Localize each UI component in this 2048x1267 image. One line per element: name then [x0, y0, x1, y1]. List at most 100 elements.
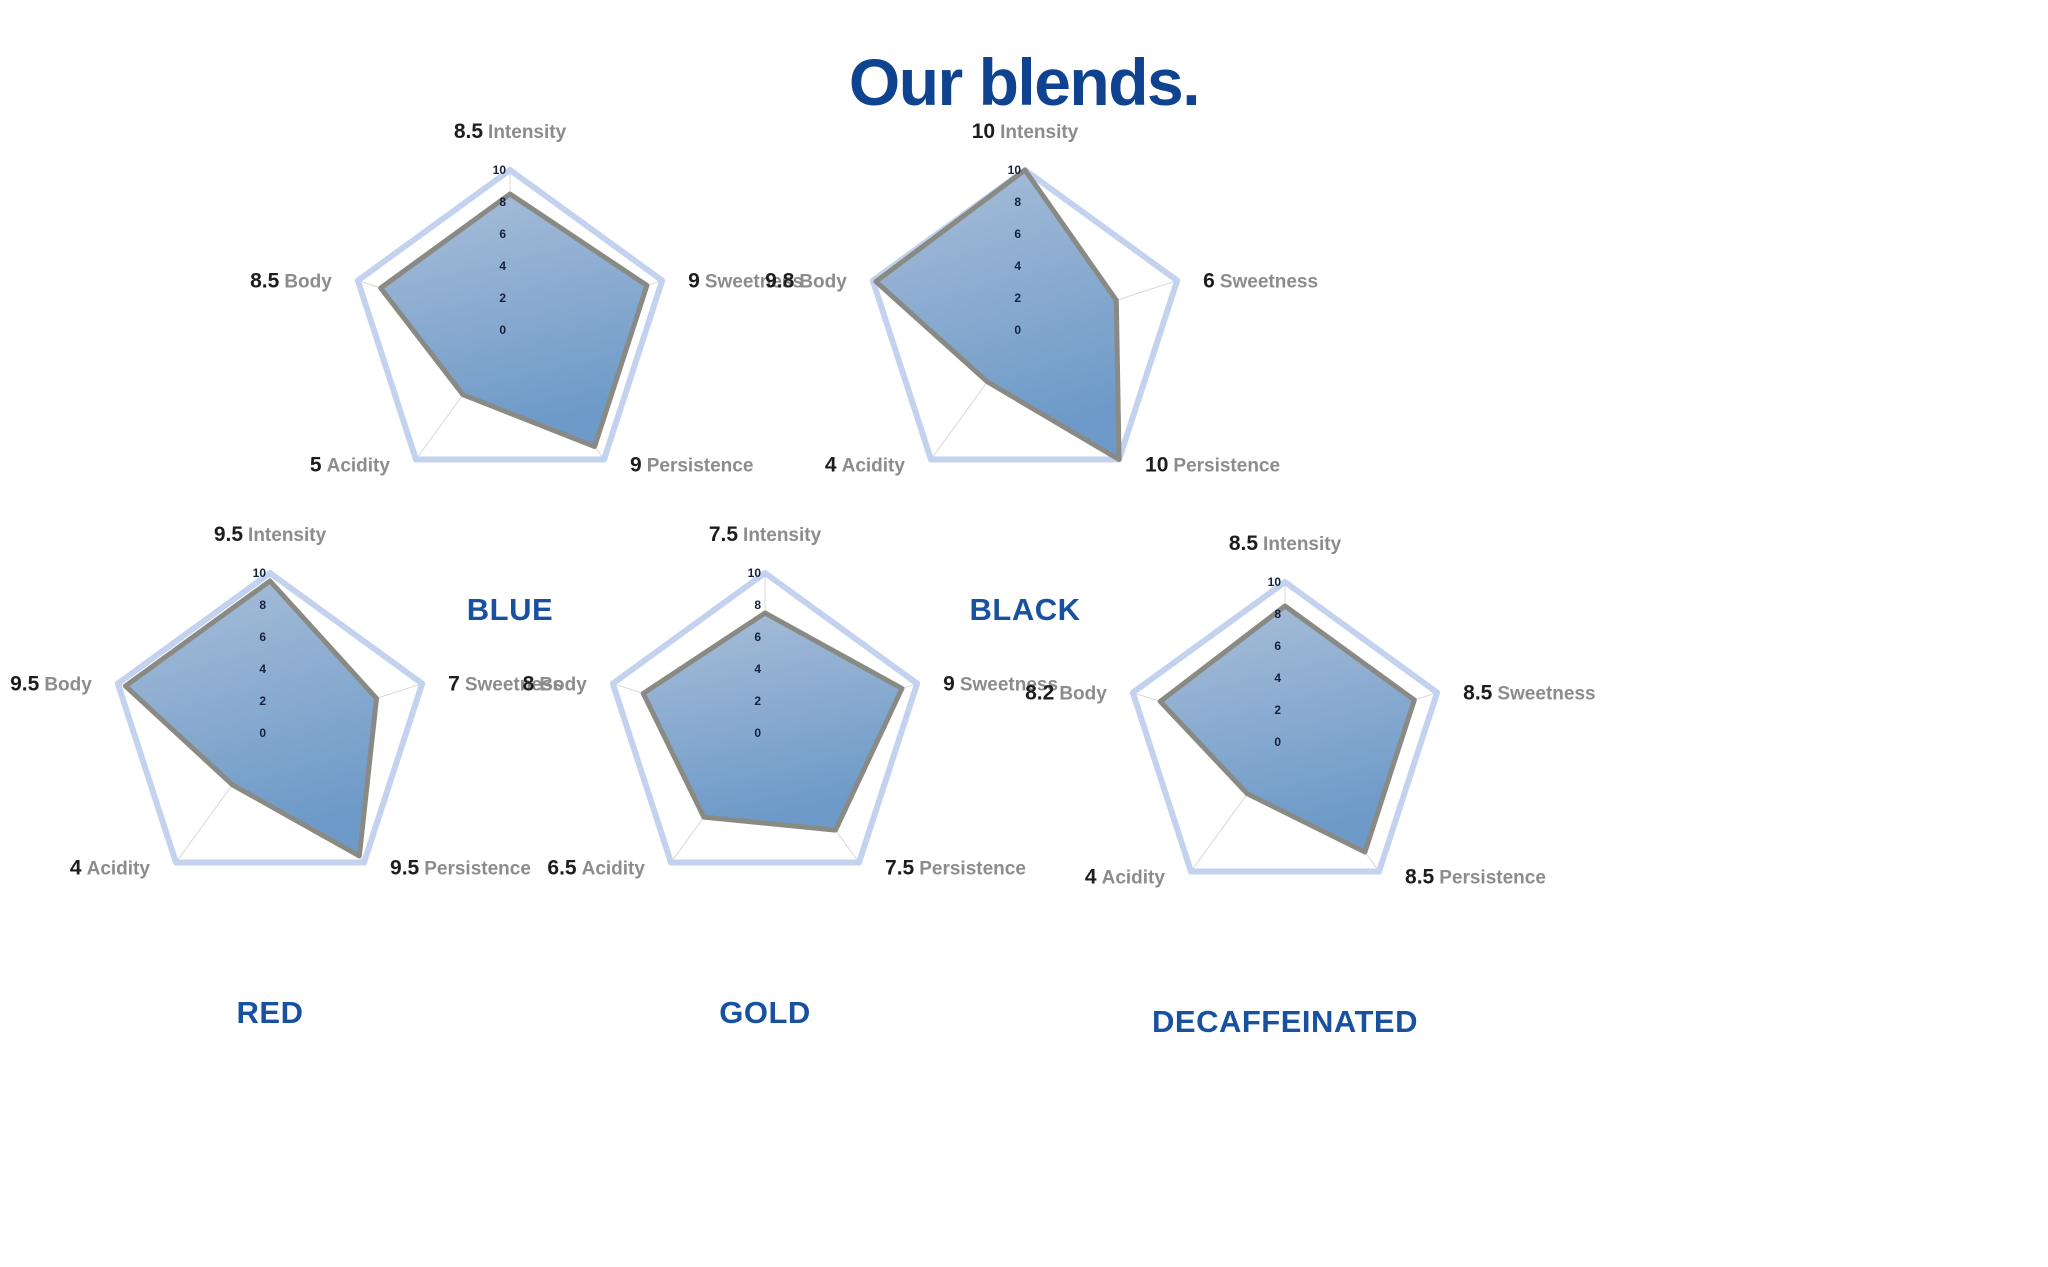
radar-svg [114, 570, 426, 866]
radar-svg [354, 167, 666, 463]
axis-label-sweetness: 8.5 Sweetness [1463, 682, 1595, 703]
radar-data-polygon [1157, 603, 1417, 855]
radar-plot-area: 10 8 6 4 2 0 8.5 Intensity 9 Sweetness 9 Persistenc… [230, 121, 803, 580]
radar-plot-area: 10 8 6 4 2 0 7.5 Intensity 9 Sweetness 7.5 Persiste… [485, 524, 1058, 983]
radar-svg [1129, 579, 1441, 875]
axis-value-intensity: 9.5 [213, 523, 244, 546]
radial-tick-label: 10 [1267, 575, 1281, 589]
axis-name-sweetness: Sweetness [1219, 271, 1319, 293]
axis-name-intensity: Intensity [1000, 122, 1079, 143]
axis-label-body: 9.5 Body [10, 673, 92, 694]
axis-value-acidity: 4 [69, 856, 82, 880]
axis-label-intensity: 10 Intensity [972, 121, 1078, 142]
radial-tick-label: 0 [499, 323, 506, 337]
axis-name-intensity: Intensity [743, 525, 822, 546]
axis-label-body: 8 Body [523, 673, 587, 694]
axis-value-acidity: 4 [1084, 865, 1097, 889]
radar-data-polygon [640, 610, 905, 833]
axis-label-acidity: 4 Acidity [1085, 867, 1165, 888]
radar-outer-ring [609, 570, 921, 866]
radial-tick-label: 8 [754, 598, 761, 612]
axis-label-persistence: 9 Persistence [630, 455, 753, 476]
axis-name-acidity: Acidity [326, 455, 390, 477]
axis-value-body: 9.5 [10, 672, 40, 696]
axis-name-intensity: Intensity [488, 122, 567, 143]
axis-label-body: 8.2 Body [1025, 682, 1107, 703]
axis-value-body: 8 [522, 672, 535, 696]
axis-name-persistence: Persistence [424, 858, 531, 880]
axis-value-persistence: 9.5 [390, 856, 420, 880]
axis-name-intensity: Intensity [1263, 534, 1342, 555]
radar-data-polygon [873, 167, 1122, 462]
blend-name-blue: BLUE [466, 592, 554, 627]
axis-label-sweetness: 7 Sweetness [448, 673, 563, 694]
axis-value-persistence: 10 [1145, 453, 1169, 477]
axis-value-sweetness: 9 [943, 672, 955, 696]
blend-name-red: RED [236, 995, 304, 1030]
radar-plot-area: 10 8 6 4 2 0 9.5 Intensity 7 Sweetness 9.5 Persiste… [0, 524, 563, 983]
radar-chart-gold: 10 8 6 4 2 0 7.5 Intensity 9 Sweetness 7.5 Persiste… [485, 524, 1058, 1043]
axis-label-acidity: 6.5 Acidity [547, 858, 645, 879]
radial-tick-label: 2 [499, 291, 506, 305]
radial-tick-label: 4 [754, 662, 761, 676]
radial-tick-label: 4 [1274, 671, 1281, 685]
axis-label-persistence: 10 Persistence [1145, 455, 1280, 476]
axis-label-sweetness: 6 Sweetness [1203, 270, 1318, 291]
axis-name-body: Body [799, 271, 847, 293]
radar-chart-decaffeinated: 10 8 6 4 2 0 8.5 Intensity 8.5 Sweetness 8.5 Persis… [1005, 533, 1595, 1052]
axis-name-body: Body [44, 674, 92, 696]
axis-label-sweetness: 9 Sweetness [943, 673, 1058, 694]
page-title: Our blends. [848, 45, 1201, 119]
radial-tick-label: 0 [259, 726, 266, 740]
axis-label-persistence: 7.5 Persistence [885, 858, 1026, 879]
radar-chart-red: 10 8 6 4 2 0 9.5 Intensity 7 Sweetness 9.5 Persiste… [0, 524, 563, 1043]
axis-label-sweetness: 9 Sweetness [688, 270, 803, 291]
axis-name-persistence: Persistence [1173, 455, 1281, 477]
radial-tick-label: 4 [259, 662, 266, 676]
axis-name-persistence: Persistence [1439, 867, 1546, 889]
axis-value-acidity: 4 [824, 453, 837, 477]
radial-tick-label: 0 [1014, 323, 1021, 337]
radial-tick-label: 10 [747, 566, 761, 580]
axis-value-acidity: 6.5 [547, 856, 577, 880]
axis-name-sweetness: Sweetness [959, 674, 1059, 696]
radial-tick-label: 2 [754, 694, 761, 708]
axis-value-persistence: 8.5 [1405, 865, 1435, 889]
axis-label-persistence: 8.5 Persistence [1405, 867, 1546, 888]
axis-value-body: 8.5 [250, 269, 280, 293]
axis-label-acidity: 4 Acidity [70, 858, 150, 879]
axis-name-acidity: Acidity [841, 455, 905, 477]
radar-svg [869, 167, 1181, 463]
radial-tick-label: 8 [499, 195, 506, 209]
axis-value-intensity: 8.5 [1228, 532, 1259, 555]
axis-value-persistence: 7.5 [885, 856, 915, 880]
radial-tick-label: 6 [1014, 227, 1021, 241]
radial-tick-label: 2 [1274, 703, 1281, 717]
axis-label-acidity: 5 Acidity [310, 455, 390, 476]
axis-name-acidity: Acidity [86, 858, 150, 880]
radial-tick-label: 10 [1007, 163, 1021, 177]
axis-label-acidity: 4 Acidity [825, 455, 905, 476]
axis-name-body: Body [284, 271, 332, 293]
radar-outer-ring [114, 570, 426, 866]
axis-name-acidity: Acidity [1101, 867, 1165, 889]
radar-plot-area: 10 8 6 4 2 0 8.5 Intensity 8.5 Sweetness 8.5 Persis… [1005, 533, 1595, 992]
radar-data-polygon [378, 191, 650, 449]
axis-value-acidity: 5 [309, 453, 322, 477]
axis-name-sweetness: Sweetness [704, 271, 804, 293]
axis-name-body: Body [1059, 683, 1107, 705]
axis-label-intensity: 7.5 Intensity [709, 524, 821, 545]
axis-name-persistence: Persistence [646, 455, 754, 477]
radial-tick-label: 8 [259, 598, 266, 612]
radar-plot-area: 10 8 6 4 2 0 10 Intensity 6 Sweetness 10 Persistenc… [745, 121, 1318, 580]
radial-tick-label: 8 [1014, 195, 1021, 209]
axis-label-body: 9.8 Body [765, 270, 847, 291]
axis-value-intensity: 8.5 [453, 120, 484, 143]
radar-outer-ring [354, 167, 666, 463]
radar-chart-blue: 10 8 6 4 2 0 8.5 Intensity 9 Sweetness 9 Persistenc… [230, 121, 803, 640]
radial-tick-label: 6 [499, 227, 506, 241]
radial-tick-label: 10 [252, 566, 266, 580]
axis-value-intensity: 7.5 [708, 523, 739, 546]
blend-name-gold: GOLD [719, 995, 811, 1030]
axis-value-sweetness: 8.5 [1463, 681, 1493, 705]
